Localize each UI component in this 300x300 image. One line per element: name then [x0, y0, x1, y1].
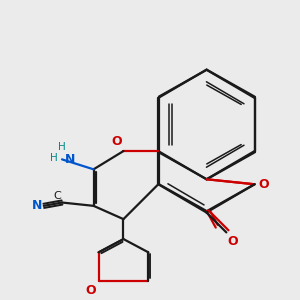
- Text: N: N: [65, 153, 75, 166]
- Text: N: N: [32, 199, 42, 212]
- Text: O: O: [228, 236, 238, 248]
- Text: O: O: [111, 135, 122, 148]
- Text: H: H: [50, 153, 58, 163]
- Text: O: O: [85, 284, 96, 296]
- Text: H: H: [58, 142, 66, 152]
- Text: O: O: [258, 178, 269, 191]
- Text: C: C: [54, 191, 61, 201]
